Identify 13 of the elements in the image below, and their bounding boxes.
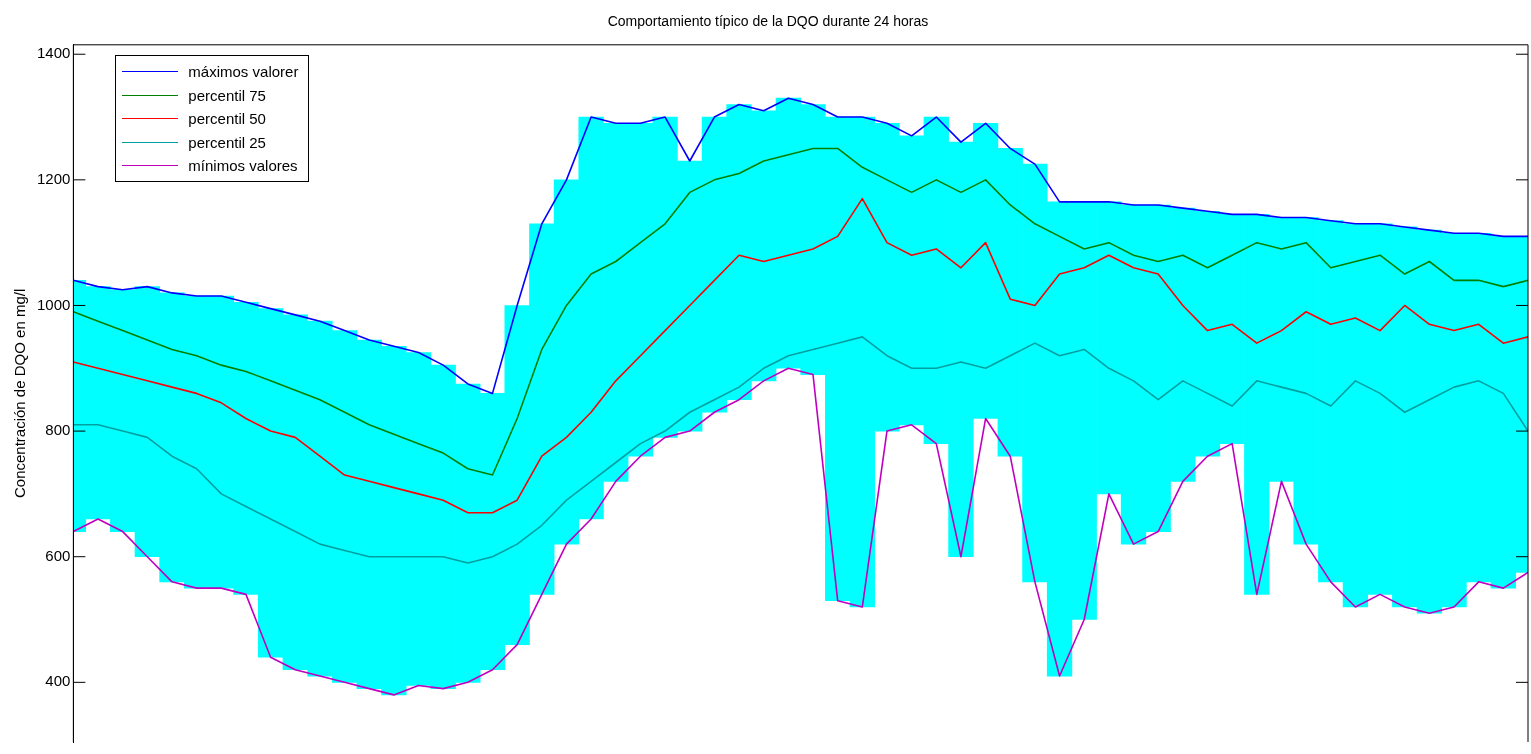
legend-label: percentil 25: [188, 133, 266, 151]
legend-label: máximos valorer: [188, 63, 299, 81]
y-tick-label: 600: [45, 546, 71, 564]
legend-label: percentil 75: [188, 86, 266, 104]
y-axis-title: Concentración de DQO en mg/l: [11, 288, 29, 499]
y-tick-label: 800: [45, 421, 71, 439]
legend-label: percentil 50: [188, 110, 266, 128]
y-tick-label: 400: [45, 672, 71, 690]
legend-label: mínimos valores: [188, 157, 298, 175]
chart-title: Comportamiento típico de la DQO durante 24 horas: [607, 13, 929, 30]
y-tick-label: 1000: [36, 295, 71, 313]
y-tick-label: 1400: [36, 44, 71, 62]
y-tick-label: 1200: [36, 169, 71, 187]
